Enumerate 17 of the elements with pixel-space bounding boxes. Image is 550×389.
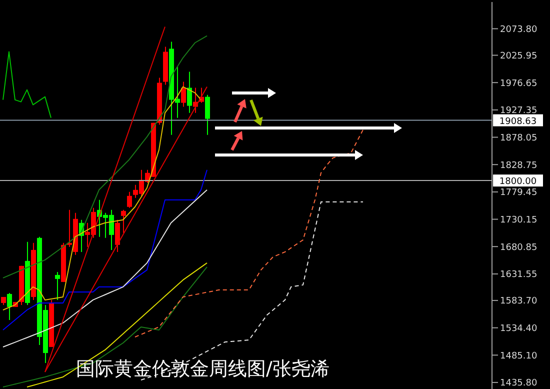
ref-line-label: 1908.63 <box>499 116 537 127</box>
y-tick-label: 1485.10 <box>500 351 538 362</box>
y-tick-label: 1730.15 <box>500 215 538 226</box>
y-tick-label: 1534.40 <box>500 324 538 334</box>
y-tick-label: 1927.35 <box>500 106 538 116</box>
ref-line-label: 1800.00 <box>499 177 537 188</box>
y-tick-label: 2073.80 <box>500 24 538 35</box>
y-tick-label: 1779.45 <box>500 188 538 198</box>
y-tick-label: 1828.75 <box>500 160 538 171</box>
y-tick-label: 1435.80 <box>500 378 538 389</box>
y-tick-label: 1976.65 <box>500 78 538 89</box>
y-tick-label: 1680.85 <box>500 242 538 253</box>
y-tick-label: 1878.05 <box>500 133 538 144</box>
annotation: 国际黄金伦敦金周线图/张尧浠 <box>76 357 330 382</box>
y-tick-label: 1583.70 <box>500 296 538 307</box>
y-tick-label: 2025.95 <box>500 51 538 62</box>
y-tick-label: 1631.55 <box>500 270 538 280</box>
